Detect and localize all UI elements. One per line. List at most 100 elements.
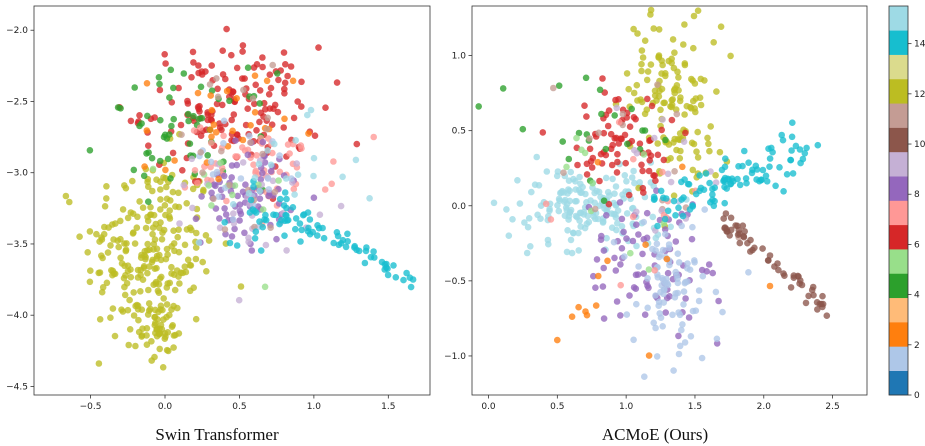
scatter-point bbox=[644, 304, 651, 312]
scatter-point bbox=[570, 175, 577, 183]
scatter-point bbox=[720, 176, 728, 184]
scatter-point bbox=[582, 74, 590, 82]
scatter-point bbox=[645, 284, 652, 292]
scatter-point bbox=[612, 211, 619, 218]
scatter-point bbox=[251, 100, 258, 108]
scatter-point bbox=[352, 156, 360, 164]
scatter-point bbox=[705, 140, 712, 148]
scatter-point bbox=[681, 21, 688, 28]
scatter-point bbox=[269, 61, 277, 69]
scatter-point bbox=[169, 322, 176, 329]
scatter-point bbox=[126, 326, 134, 333]
scatter-point bbox=[229, 191, 236, 199]
scatter-point bbox=[652, 324, 659, 332]
scatter-point bbox=[96, 316, 104, 323]
scatter-point bbox=[160, 174, 167, 181]
scatter-point bbox=[205, 182, 213, 189]
scatter-point bbox=[409, 276, 417, 283]
scatter-point bbox=[214, 93, 222, 101]
scatter-point bbox=[654, 274, 662, 281]
scatter-point bbox=[655, 26, 663, 33]
scatter-point bbox=[104, 249, 112, 256]
scatter-point bbox=[631, 179, 638, 187]
scatter-point bbox=[200, 188, 207, 195]
x-tick-label: 2.0 bbox=[757, 402, 772, 412]
scatter-point bbox=[719, 308, 726, 316]
scatter-point bbox=[604, 257, 611, 265]
scatter-point bbox=[633, 242, 640, 250]
scatter-point bbox=[333, 79, 341, 86]
scatter-point bbox=[281, 189, 289, 196]
scatter-point bbox=[271, 140, 278, 148]
scatter-point bbox=[636, 140, 644, 147]
scatter-point bbox=[617, 312, 624, 319]
scatter-point bbox=[565, 216, 572, 223]
scatter-point bbox=[282, 61, 289, 68]
scatter-point bbox=[585, 218, 593, 226]
scatter-point bbox=[284, 216, 292, 224]
scatter-point bbox=[576, 217, 583, 224]
scatter-point bbox=[592, 302, 600, 309]
scatter-point bbox=[620, 228, 627, 236]
scatter-point bbox=[654, 151, 662, 159]
scatter-point bbox=[614, 220, 621, 227]
scatter-point bbox=[810, 291, 817, 299]
scatter-point bbox=[664, 269, 672, 277]
scatter-point bbox=[261, 283, 269, 291]
scatter-point bbox=[592, 284, 599, 292]
scatter-point bbox=[221, 219, 228, 226]
scatter-point bbox=[103, 279, 111, 287]
scatter-point bbox=[704, 134, 711, 142]
scatter-point bbox=[217, 159, 224, 167]
scatter-point bbox=[240, 86, 247, 94]
scatter-point bbox=[142, 224, 150, 232]
scatter-point bbox=[292, 225, 299, 233]
scatter-point bbox=[609, 175, 616, 183]
scatter-point bbox=[257, 176, 265, 183]
scatter-point bbox=[624, 140, 631, 148]
scatter-point bbox=[153, 176, 160, 183]
scatter-point bbox=[205, 237, 213, 244]
scatter-point bbox=[640, 189, 647, 196]
x-tick-label: 1.5 bbox=[688, 402, 702, 412]
scatter-point bbox=[310, 194, 318, 201]
scatter-point bbox=[231, 182, 239, 189]
scatter-point bbox=[781, 272, 788, 280]
scatter-point bbox=[263, 125, 271, 133]
scatter-point bbox=[660, 194, 667, 202]
scatter-point bbox=[134, 302, 142, 310]
scatter-point bbox=[689, 202, 696, 209]
scatter-point bbox=[613, 298, 621, 305]
scatter-point bbox=[661, 215, 669, 223]
scatter-point bbox=[267, 84, 275, 92]
scatter-point bbox=[668, 116, 676, 124]
scatter-point bbox=[99, 284, 107, 291]
scatter-point bbox=[741, 147, 748, 155]
scatter-point bbox=[666, 261, 673, 269]
scatter-point bbox=[641, 311, 649, 319]
scatter-point bbox=[107, 242, 114, 249]
scatter-point bbox=[176, 280, 183, 287]
scatter-point bbox=[280, 124, 288, 131]
colorbar-segment bbox=[889, 370, 908, 396]
colorbar-segment bbox=[889, 6, 908, 31]
scatter-point bbox=[280, 202, 288, 209]
scatter-point bbox=[246, 209, 254, 216]
scatter-point bbox=[180, 181, 188, 189]
scatter-point bbox=[621, 253, 628, 260]
scatter-point bbox=[633, 208, 640, 216]
scatter-point bbox=[156, 157, 164, 165]
scatter-point bbox=[751, 244, 758, 252]
scatter-point bbox=[675, 350, 683, 358]
scatter-point bbox=[739, 222, 747, 229]
scatter-point bbox=[572, 212, 580, 220]
scatter-point bbox=[310, 154, 318, 162]
scatter-point bbox=[801, 150, 809, 157]
y-tick-label: 1.0 bbox=[452, 52, 467, 62]
scatter-point bbox=[705, 261, 713, 268]
scatter-point bbox=[630, 284, 638, 291]
scatter-point bbox=[259, 169, 266, 177]
scatter-point bbox=[663, 255, 671, 263]
scatter-point bbox=[197, 83, 205, 91]
scatter-point bbox=[304, 111, 311, 119]
